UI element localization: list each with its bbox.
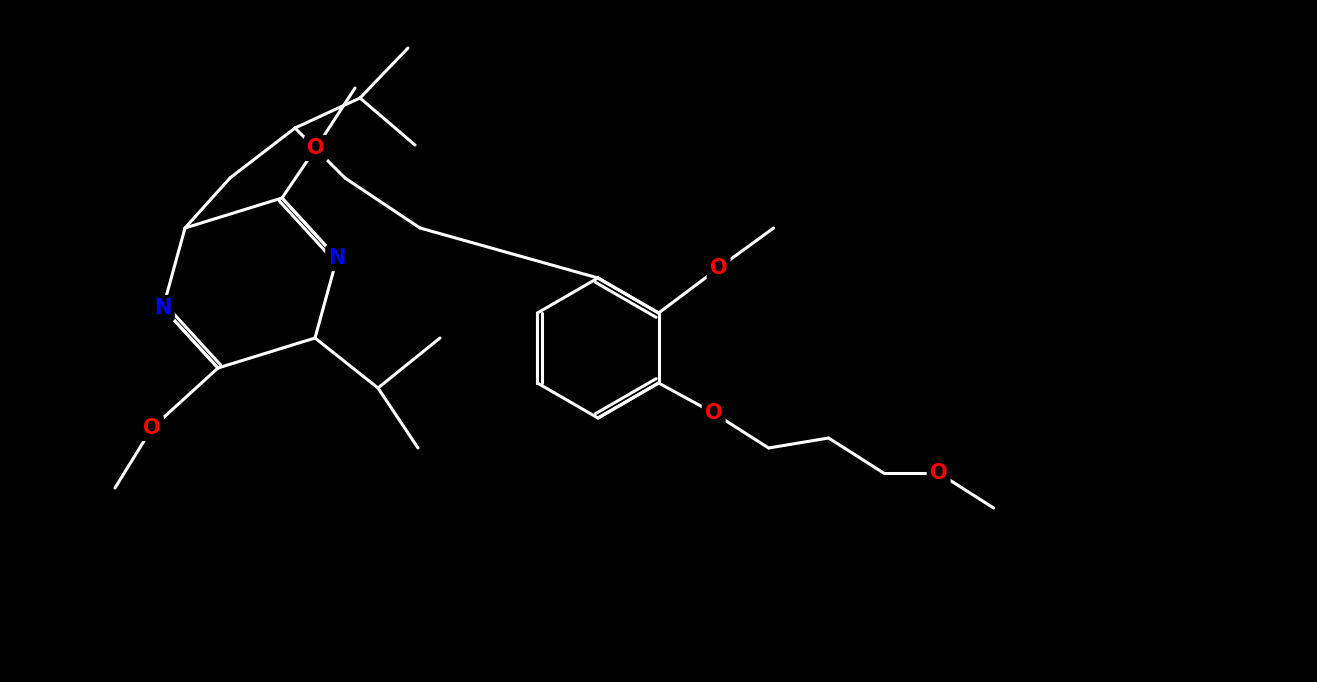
- Text: O: O: [307, 138, 325, 158]
- Text: N: N: [328, 248, 345, 268]
- Text: O: O: [930, 463, 947, 483]
- Text: O: O: [144, 418, 161, 438]
- Text: O: O: [710, 258, 727, 278]
- Text: N: N: [154, 298, 171, 318]
- Text: O: O: [705, 403, 723, 423]
